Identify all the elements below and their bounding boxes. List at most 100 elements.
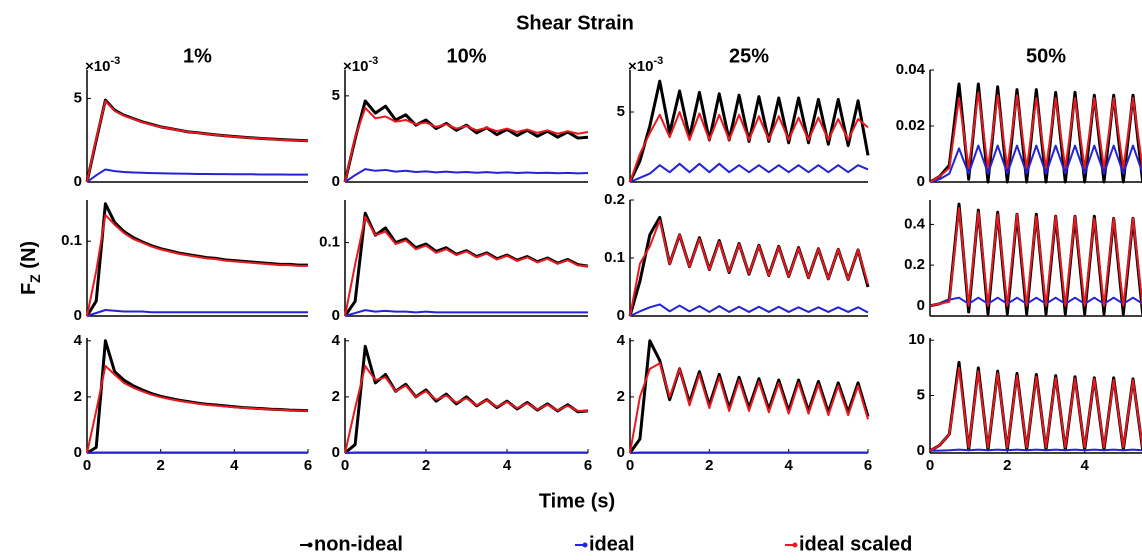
y-label-sub: Z <box>27 274 43 283</box>
data-line <box>86 99 309 183</box>
x-tick-label: 6 <box>864 457 872 474</box>
y-tick-label: 2 <box>332 388 340 405</box>
y-label-main: F <box>18 283 40 295</box>
data-line <box>85 202 308 317</box>
data-line <box>344 365 588 454</box>
data-line <box>86 213 308 317</box>
x-tick-label: 6 <box>584 457 592 474</box>
data-line <box>929 366 1142 452</box>
multiplier-base: ×10 <box>85 58 110 75</box>
data-line <box>86 451 308 454</box>
data-line <box>929 91 1142 183</box>
y-tick-label: 0.04 <box>896 61 926 78</box>
y-tick-label: 0 <box>74 173 82 190</box>
legend-marker <box>792 542 798 548</box>
y-tick-label: 0 <box>617 173 625 190</box>
x-tick-label: 2 <box>1003 457 1011 474</box>
x-tick-label: 4 <box>784 457 793 474</box>
data-line <box>86 309 308 317</box>
x-tick-label: 2 <box>705 457 713 474</box>
data-line <box>628 339 870 454</box>
y-multiplier: ×10-3 <box>85 55 120 75</box>
data-line <box>344 451 588 454</box>
data-line <box>929 144 1142 183</box>
x-axis-label: Time (s) <box>539 490 615 512</box>
x-tick-label: 4 <box>1080 457 1089 474</box>
data-line <box>86 339 309 455</box>
y-tick-label: 4 <box>617 332 626 349</box>
multiplier-base: ×10 <box>343 58 368 75</box>
y-tick-label: 5 <box>74 89 82 106</box>
multiplier-exponent: -3 <box>110 55 120 67</box>
panel-title: 1% <box>183 45 212 67</box>
y-tick-label: 0.4 <box>904 215 926 232</box>
y-tick-label: 4 <box>332 332 341 349</box>
y-tick-label: 0 <box>917 173 925 190</box>
y-tick-label: 2 <box>617 388 625 405</box>
data-line <box>929 202 1142 316</box>
y-tick-label: 0.1 <box>319 234 340 251</box>
data-line <box>929 82 1142 184</box>
y-tick-label: 0.1 <box>61 232 82 249</box>
x-tick-label: 4 <box>503 457 512 474</box>
x-tick-label: 2 <box>422 457 430 474</box>
multiplier-exponent: -3 <box>653 55 663 67</box>
data-line <box>628 79 870 183</box>
panel-title: 10% <box>446 45 486 67</box>
data-line <box>343 211 589 317</box>
data-line <box>629 111 869 183</box>
y-tick-label: 0 <box>617 444 625 461</box>
legend-label: non-ideal <box>314 533 403 555</box>
y-tick-label: 5 <box>917 386 925 403</box>
data-line <box>85 98 309 183</box>
data-line <box>86 168 308 183</box>
x-tick-label: 0 <box>341 457 349 474</box>
y-tick-label: 5 <box>617 103 625 120</box>
data-line <box>629 362 869 454</box>
data-line <box>929 207 1142 307</box>
panel-title: 25% <box>729 45 769 67</box>
figure-title: Shear Strain <box>516 12 634 34</box>
y-label-unit: (N) <box>18 241 40 274</box>
legend-marker <box>582 542 588 548</box>
data-line <box>629 219 869 317</box>
y-tick-label: 0 <box>332 173 340 190</box>
y-tick-label: 0.2 <box>904 256 925 273</box>
y-tick-label: 0 <box>74 444 82 461</box>
y-multiplier: ×10-3 <box>343 55 378 75</box>
data-line <box>344 106 589 183</box>
y-tick-label: 5 <box>332 87 340 104</box>
data-line <box>629 451 868 454</box>
y-tick-label: 0 <box>332 444 340 461</box>
data-line <box>344 168 589 183</box>
data-line <box>344 344 589 455</box>
legend-label: ideal scaled <box>799 533 912 555</box>
y-tick-label: 0.02 <box>896 117 925 134</box>
y-multiplier: ×10-3 <box>628 55 663 75</box>
y-tick-label: 0 <box>617 307 625 324</box>
y-tick-label: 0.2 <box>604 191 625 208</box>
y-tick-label: 0 <box>917 297 925 314</box>
y-tick-label: 0 <box>917 442 925 459</box>
legend-label: ideal <box>589 533 635 555</box>
legend-marker <box>307 542 313 548</box>
y-tick-label: 0.1 <box>604 249 625 266</box>
y-axis-label: FZ (N) <box>18 241 42 295</box>
multiplier-base: ×10 <box>628 58 653 75</box>
multiplier-exponent: -3 <box>368 55 378 67</box>
data-line <box>344 215 589 317</box>
x-tick-label: 0 <box>83 457 91 474</box>
data-line <box>929 296 1142 307</box>
y-tick-label: 0 <box>74 307 82 324</box>
data-line <box>86 365 309 454</box>
data-line <box>629 303 869 317</box>
data-line <box>344 309 588 317</box>
data-line <box>929 448 1142 452</box>
y-tick-label: 2 <box>74 388 82 405</box>
data-line <box>629 162 869 183</box>
y-tick-label: 10 <box>908 331 925 348</box>
x-tick-label: 4 <box>230 457 239 474</box>
x-tick-label: 2 <box>156 457 164 474</box>
x-tick-label: 6 <box>304 457 312 474</box>
